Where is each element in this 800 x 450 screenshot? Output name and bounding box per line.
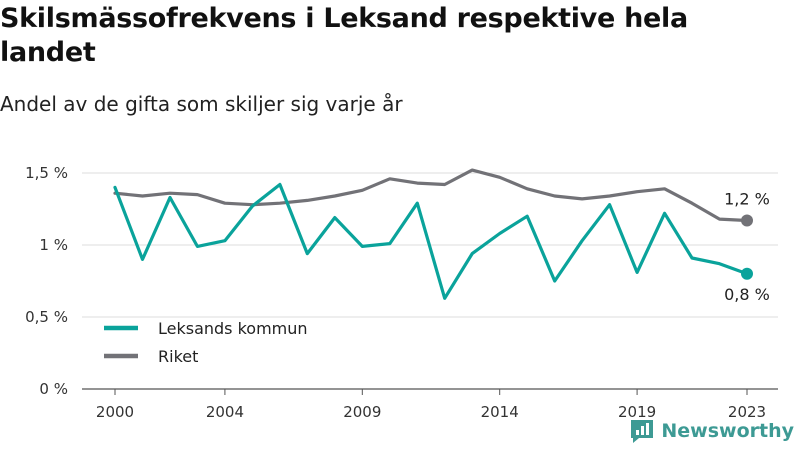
series-line-riket — [113, 168, 749, 223]
series-endpoint-leksand — [741, 267, 753, 280]
end-value-label: 1,2 % — [724, 190, 770, 209]
brand: Newsworthy — [629, 418, 794, 444]
x-tick-label: 2014 — [481, 403, 519, 421]
series-line-leksand — [113, 182, 749, 300]
x-tick-label: 2009 — [343, 403, 381, 421]
y-axis-ticks: 0 % 0,5 % 1 % 1,5 % — [25, 164, 68, 398]
y-tick-label: 0,5 % — [25, 308, 68, 326]
x-tick-label: 2019 — [618, 403, 656, 421]
series-endpoints: 1,2 % 0,8 % — [724, 190, 770, 304]
series-lines — [113, 168, 749, 300]
x-axis-ticks: 2000 2004 2009 2014 2019 2023 — [96, 389, 766, 421]
legend: Leksands kommun Riket — [104, 319, 308, 366]
x-tick-label: 2023 — [728, 403, 766, 421]
brand-name: Newsworthy — [661, 420, 794, 442]
x-tick-label: 2000 — [96, 403, 134, 421]
legend-label: Riket — [158, 347, 198, 366]
legend-label: Leksands kommun — [158, 319, 308, 338]
y-tick-label: 1 % — [39, 236, 68, 254]
chart-subtitle: Andel av de gifta som skiljer sig varje … — [0, 92, 403, 116]
series-endpoint-riket — [741, 214, 753, 227]
newsworthy-logo-icon — [631, 420, 654, 443]
x-tick-label: 2004 — [206, 403, 244, 421]
chart-title: Skilsmässofrekvens i Leksand respektive … — [0, 3, 688, 68]
y-tick-label: 0 % — [39, 380, 68, 398]
y-tick-label: 1,5 % — [25, 164, 68, 182]
end-value-label: 0,8 % — [724, 285, 770, 304]
